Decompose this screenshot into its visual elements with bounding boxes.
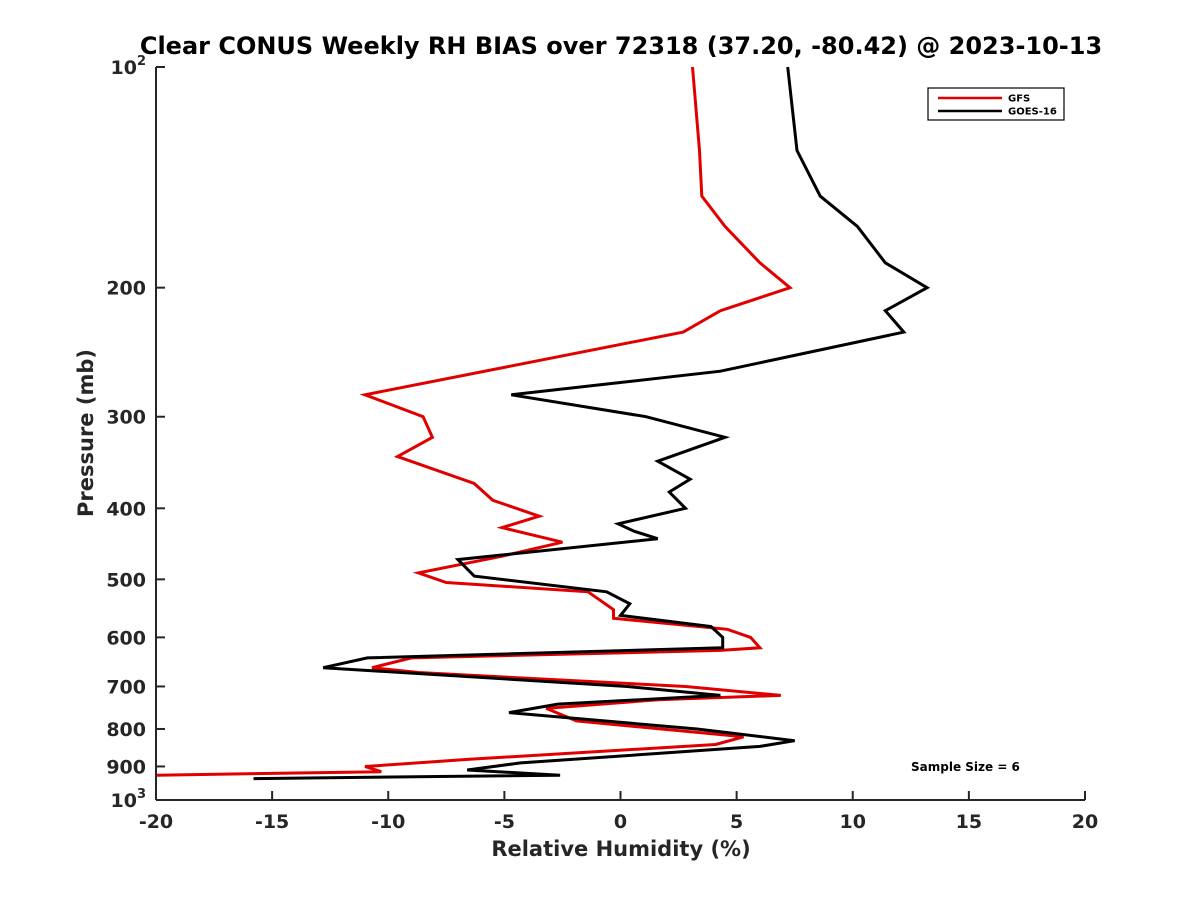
y-tick-label: 300 — [106, 407, 146, 429]
legend-box — [927, 87, 1065, 121]
legend: GFS GOES-16 — [927, 87, 1065, 121]
y-tick-label: 600 — [106, 627, 146, 649]
y-tick-label: 900 — [106, 756, 146, 778]
series-line-gfs — [155, 66, 794, 777]
y-tick-label-power: 102 — [111, 54, 147, 79]
series-line-goes-16 — [253, 66, 931, 781]
x-tick-label: 10 — [840, 811, 866, 833]
x-tick-label: 5 — [730, 811, 743, 833]
x-axis-label: Relative Humidity (%) — [491, 837, 750, 861]
x-tick-label: -5 — [494, 811, 515, 833]
y-tick-label: 700 — [106, 676, 146, 698]
y-tick-label-power: 103 — [111, 787, 147, 812]
x-tick-label: 0 — [614, 811, 627, 833]
x-tick-label: -10 — [371, 811, 405, 833]
y-axis-label: Pressure (mb) — [74, 349, 98, 517]
x-tick-label: 20 — [1072, 811, 1098, 833]
legend-label-goes-16: GOES-16 — [1008, 107, 1057, 118]
series-layer — [155, 66, 931, 781]
x-axis-ticks: -20 -15 -10 -5 0 5 10 15 20 — [139, 791, 1098, 833]
x-tick-label: -15 — [255, 811, 289, 833]
chart-title: Clear CONUS Weekly RH BIAS over 72318 (3… — [140, 32, 1102, 60]
plot-area — [156, 67, 1085, 800]
y-axis-ticks: 200 300 400 500 600 700 800 900 102 103 — [106, 54, 165, 812]
x-tick-label: 15 — [956, 811, 982, 833]
y-tick-label: 500 — [106, 569, 146, 591]
legend-label-gfs: GFS — [1008, 94, 1030, 105]
y-tick-label: 800 — [106, 719, 146, 741]
sample-size-annotation: Sample Size = 6 — [911, 760, 1020, 774]
y-tick-label: 400 — [106, 498, 146, 520]
x-tick-label: -20 — [139, 811, 173, 833]
y-tick-label: 200 — [106, 278, 146, 300]
